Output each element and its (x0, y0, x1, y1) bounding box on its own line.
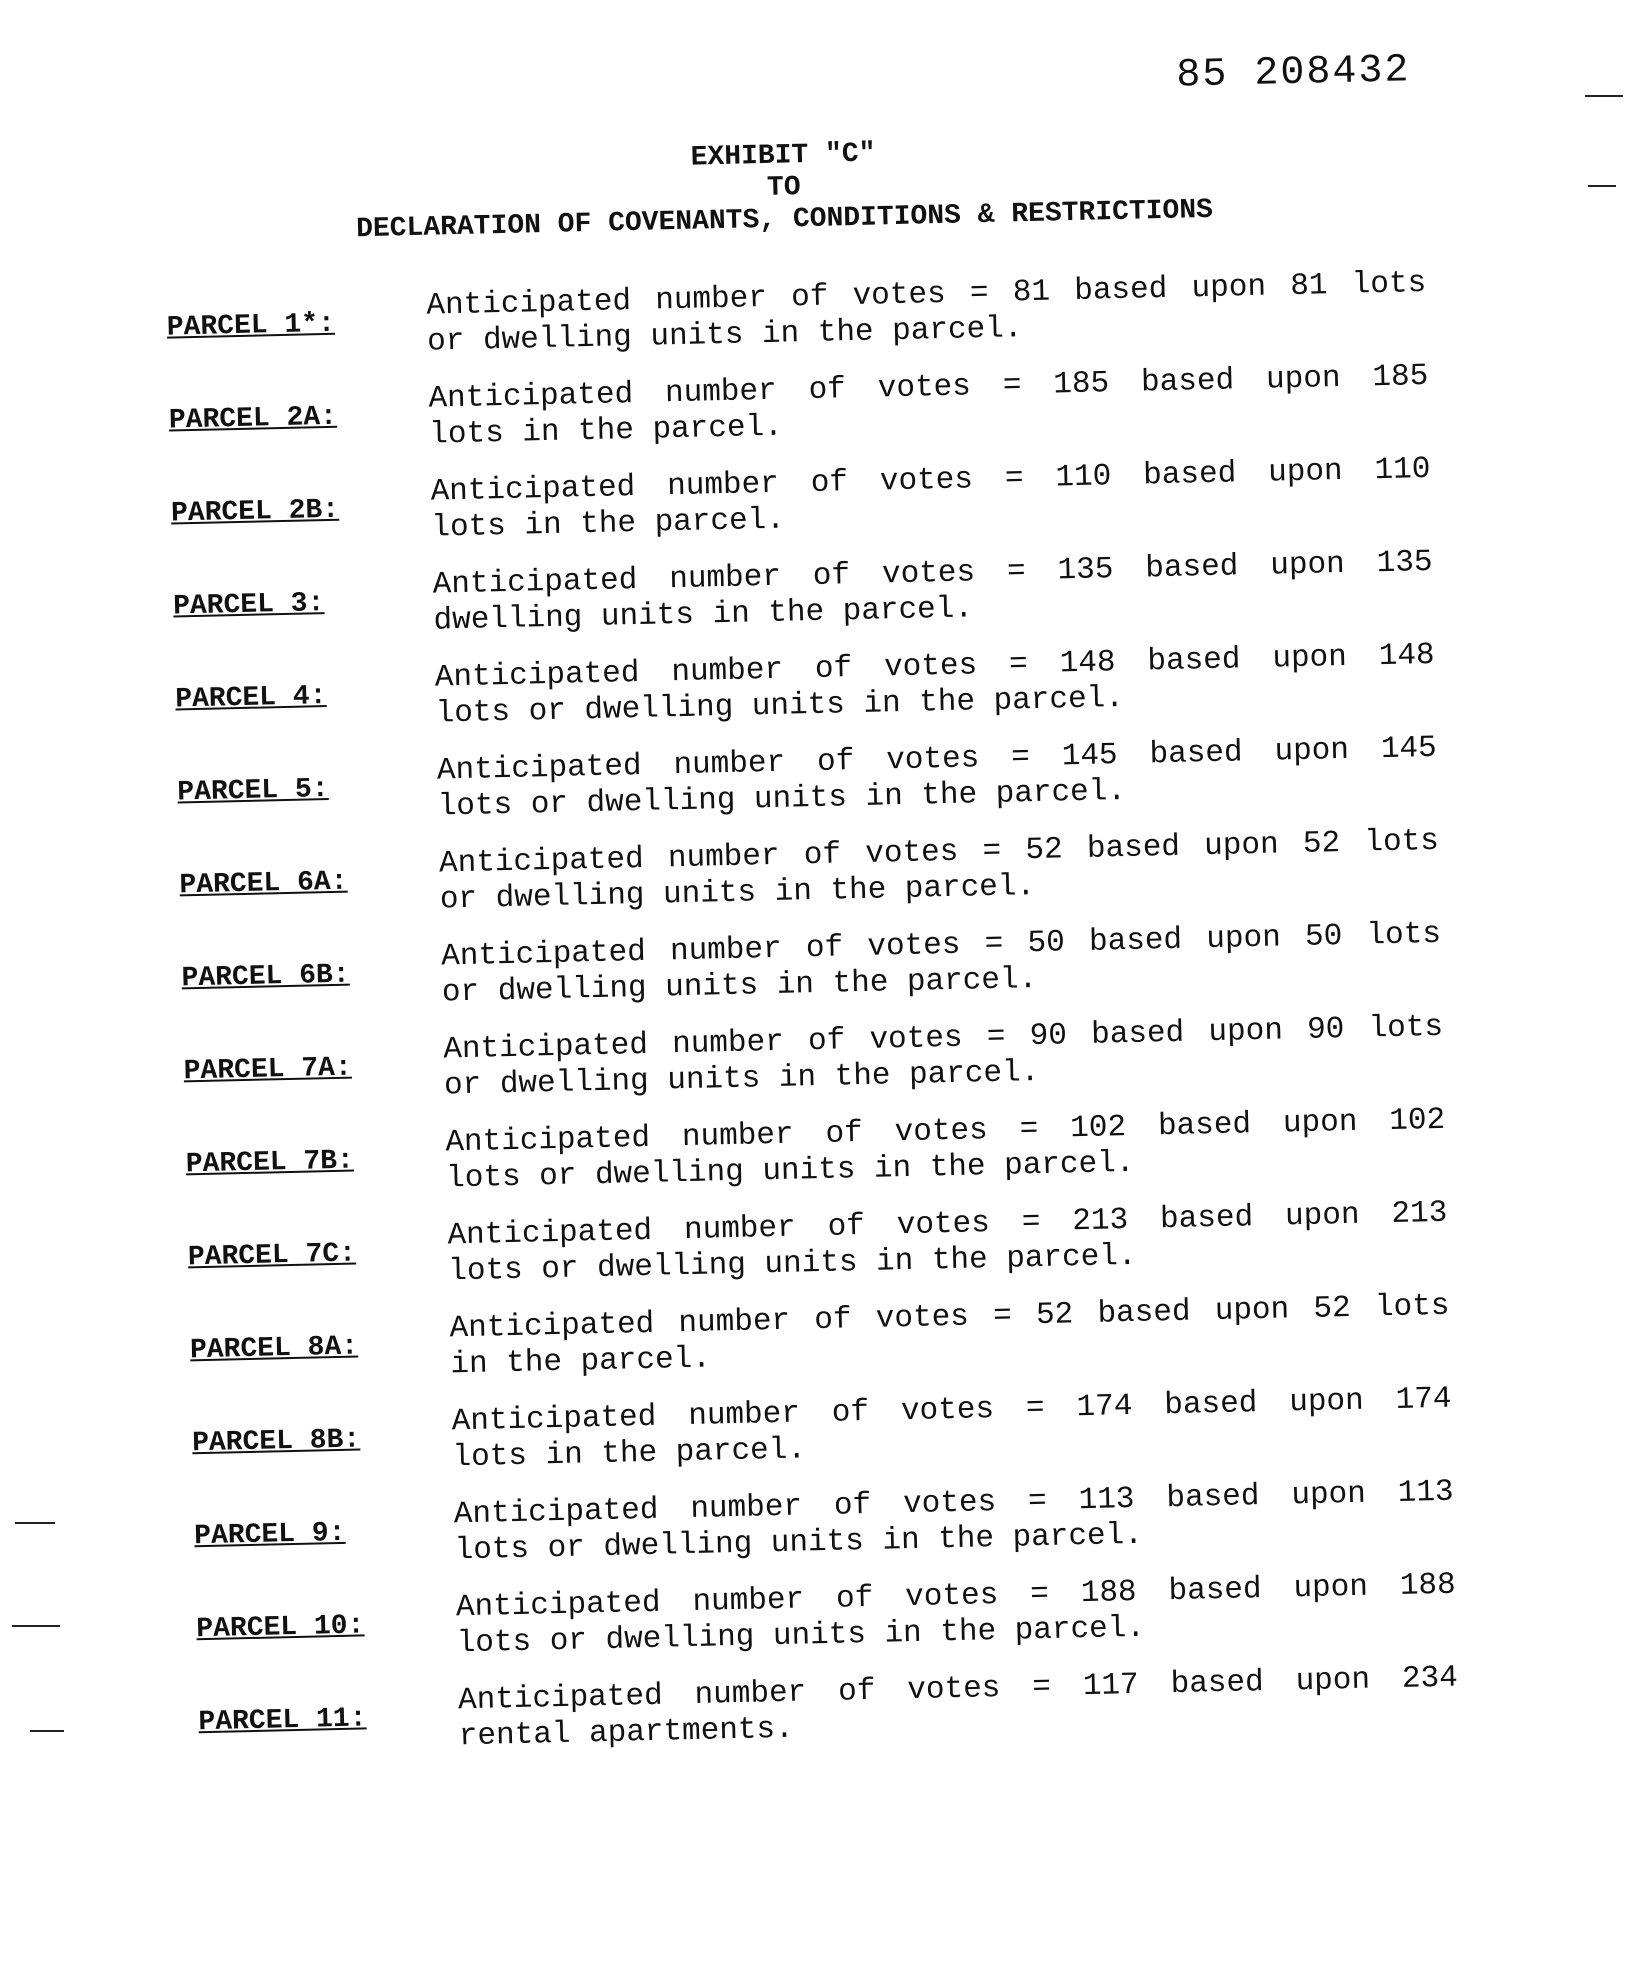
parcel-label: PARCEL 7B: (185, 1145, 355, 1181)
parcel-label: PARCEL 7A: (183, 1052, 353, 1088)
parcel-list: PARCEL 1*: Anticipated number of votes = … (0, 0, 1611, 1754)
scan-mark (1588, 185, 1616, 187)
parcel-label: PARCEL 7C: (187, 1238, 357, 1274)
scan-mark (12, 1625, 60, 1627)
parcel-label: PARCEL 3: (172, 588, 325, 623)
parcel-entry: PARCEL 7A: Anticipated number of votes = … (183, 1010, 1454, 1119)
parcel-entry: PARCEL 5: Anticipated number of votes = 1… (177, 731, 1448, 840)
parcel-entry: PARCEL 11: Anticipated number of votes = … (198, 1660, 1469, 1769)
parcel-description: Anticipated number of votes = 50 based u… (441, 917, 1442, 1012)
parcel-label: PARCEL 11: (198, 1703, 367, 1739)
parcel-label: PARCEL 5: (177, 774, 329, 809)
parcel-description: Anticipated number of votes = 102 based … (445, 1103, 1446, 1198)
parcel-label: PARCEL 10: (196, 1610, 365, 1646)
parcel-description: Anticipated number of votes = 188 based … (456, 1568, 1457, 1663)
parcel-description: Anticipated number of votes = 148 based … (434, 638, 1435, 733)
parcel-entry: PARCEL 8B: Anticipated number of votes = … (191, 1381, 1462, 1490)
scan-mark (15, 1522, 55, 1524)
parcel-label: PARCEL 6A: (179, 866, 348, 902)
parcel-entry: PARCEL 9: Anticipated number of votes = 1… (194, 1474, 1465, 1583)
parcel-entry: PARCEL 4: Anticipated number of votes = 1… (175, 638, 1446, 747)
parcel-description: Anticipated number of votes = 52 based u… (439, 824, 1440, 919)
parcel-description: Anticipated number of votes = 81 based u… (426, 266, 1427, 361)
parcel-description: Anticipated number of votes = 213 based … (447, 1196, 1448, 1291)
parcel-entry: PARCEL 3: Anticipated number of votes = 1… (172, 545, 1443, 654)
parcel-description: Anticipated number of votes = 52 based u… (449, 1289, 1450, 1384)
parcel-description: Anticipated number of votes = 90 based u… (443, 1010, 1444, 1105)
parcel-label: PARCEL 8B: (191, 1424, 361, 1460)
parcel-description: Anticipated number of votes = 145 based … (437, 731, 1438, 826)
parcel-entry: PARCEL 7B: Anticipated number of votes = … (185, 1103, 1456, 1212)
parcel-entry: PARCEL 10: Anticipated number of votes = … (196, 1567, 1467, 1676)
scan-mark (30, 1730, 64, 1732)
parcel-entry: PARCEL 2B: Anticipated number of votes = … (170, 452, 1441, 561)
parcel-description: Anticipated number of votes = 110 based … (430, 452, 1431, 547)
scan-mark (1585, 95, 1623, 97)
parcel-entry: PARCEL 1*: Anticipated number of votes = … (166, 266, 1437, 375)
document-number: 85 208432 (1175, 48, 1411, 99)
parcel-description: Anticipated number of votes = 135 based … (432, 545, 1433, 640)
parcel-description: Anticipated number of votes = 117 based … (458, 1661, 1459, 1756)
parcel-description: Anticipated number of votes = 185 based … (428, 359, 1429, 454)
parcel-entry: PARCEL 2A: Anticipated number of votes = … (168, 359, 1439, 468)
parcel-entry: PARCEL 6A: Anticipated number of votes = … (179, 824, 1450, 933)
parcel-description: Anticipated number of votes = 174 based … (451, 1382, 1452, 1477)
parcel-label: PARCEL 1*: (166, 308, 336, 344)
parcel-entry: PARCEL 8A: Anticipated number of votes = … (189, 1289, 1460, 1398)
parcel-label: PARCEL 2A: (168, 401, 338, 437)
parcel-label: PARCEL 8A: (189, 1331, 359, 1367)
parcel-label: PARCEL 6B: (181, 959, 350, 995)
parcel-label: PARCEL 9: (193, 1517, 346, 1553)
parcel-entry: PARCEL 7C: Anticipated number of votes = … (187, 1196, 1458, 1305)
parcel-description: Anticipated number of votes = 113 based … (453, 1475, 1454, 1570)
parcel-label: PARCEL 2B: (170, 494, 340, 530)
parcel-label: PARCEL 4: (174, 681, 327, 716)
parcel-entry: PARCEL 6B: Anticipated number of votes = … (181, 917, 1452, 1026)
